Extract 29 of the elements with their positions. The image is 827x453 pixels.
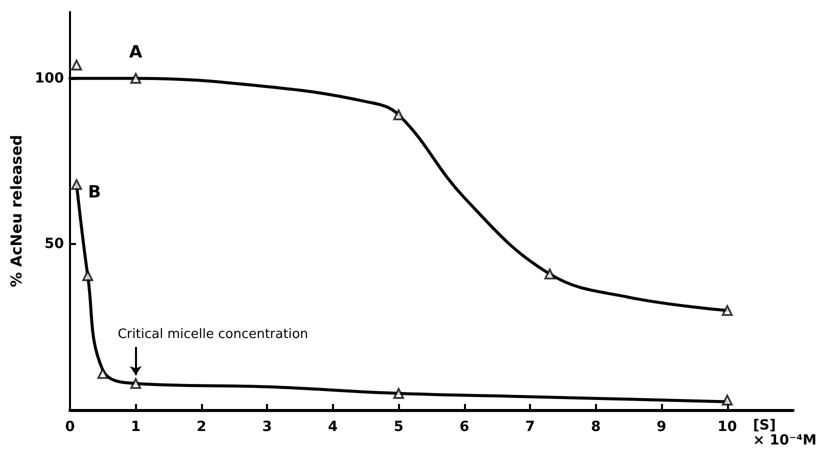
series-label: B: [88, 182, 101, 202]
x-tick-label: 5: [394, 419, 404, 435]
y-tick-label: 100: [34, 70, 64, 86]
x-tick-label: 2: [196, 419, 206, 435]
x-tick-label: 0: [65, 419, 76, 435]
x-tick-label: 4: [328, 419, 338, 435]
x-tick-label: 1: [130, 419, 141, 435]
x-tick-label: 9: [656, 419, 666, 435]
point: [82, 270, 94, 282]
point: [544, 268, 556, 280]
y-tick-label: 50: [44, 236, 64, 252]
point: [722, 305, 733, 316]
x-axis-title: [S] × 10⁻⁴M: [753, 418, 817, 448]
point: [130, 378, 142, 389]
point: [722, 394, 733, 406]
point: [97, 368, 108, 379]
x-tick-label: 10: [718, 419, 738, 435]
point: [393, 388, 404, 399]
point: [393, 109, 404, 120]
x-tick-label: 8: [590, 419, 601, 435]
x-tick-label: 7: [525, 419, 535, 435]
point: [130, 72, 142, 84]
annotation: Critical micelle concentration: [118, 326, 308, 342]
x-tick-label: 3: [262, 419, 272, 435]
x-tick-label: 6: [459, 419, 470, 435]
y-axis-title: % AcNeu released: [7, 134, 26, 288]
series-label: A: [129, 42, 144, 62]
point: [71, 60, 82, 70]
point: [71, 179, 82, 190]
